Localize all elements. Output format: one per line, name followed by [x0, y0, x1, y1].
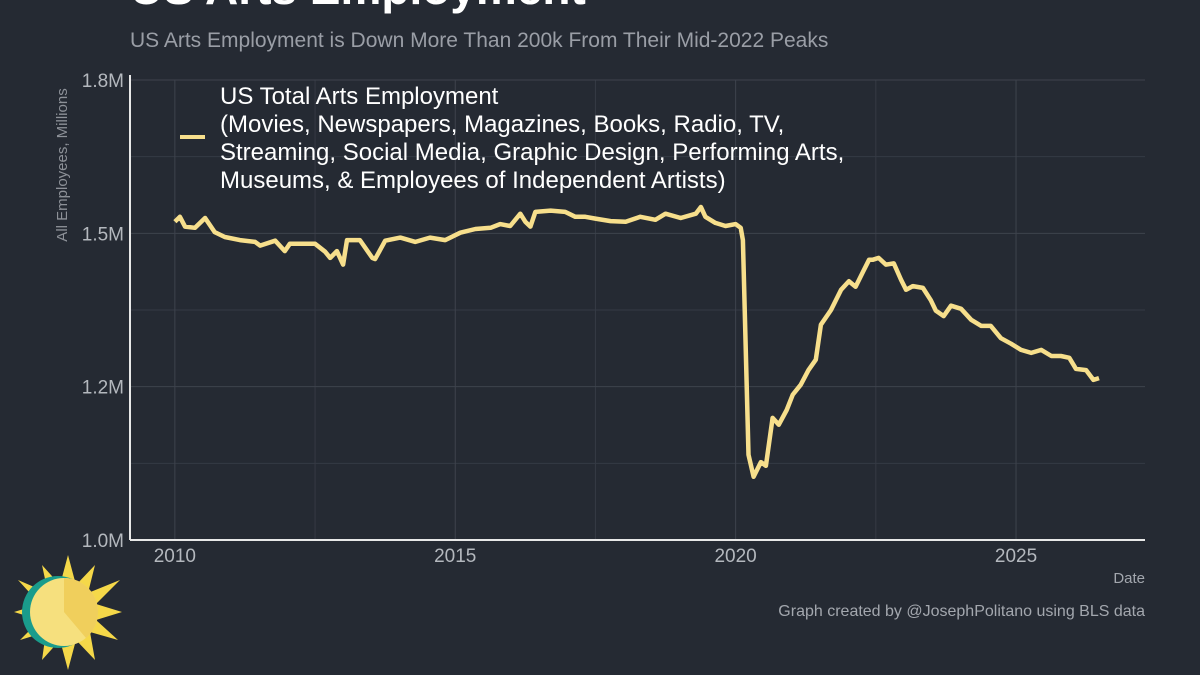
y-tick-label: 1.8M	[82, 71, 124, 92]
y-tick-label: 1.2M	[82, 378, 124, 399]
legend-label: US Total Arts Employment (Movies, Newspap…	[220, 83, 844, 194]
x-tick-label: 2015	[434, 546, 476, 567]
x-axis-label: Date	[1113, 570, 1145, 587]
data-line	[173, 204, 1100, 480]
x-tick-label: 2010	[154, 546, 196, 567]
x-tick-label: 2020	[714, 546, 756, 567]
logo	[14, 555, 122, 670]
y-tick-label: 1.0M	[82, 531, 124, 552]
y-axis-label: All Employees, Millions	[54, 88, 71, 241]
x-tick-label: 2025	[995, 546, 1037, 567]
chart-title: US Arts Employment	[130, 0, 586, 14]
chart-subtitle: US Arts Employment is Down More Than 200…	[130, 29, 828, 52]
credit: Graph created by @JosephPolitano using B…	[778, 603, 1145, 620]
y-tick-label: 1.5M	[82, 224, 124, 245]
